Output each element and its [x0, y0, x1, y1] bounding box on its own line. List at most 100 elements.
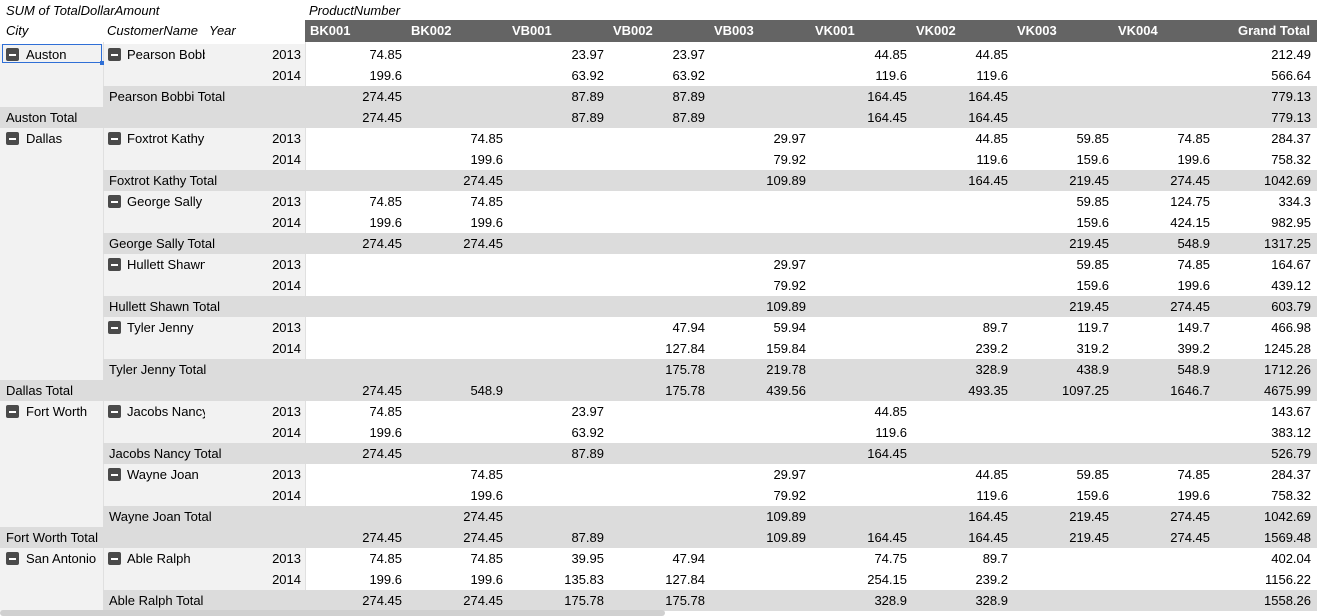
value-cell[interactable]: 175.78: [665, 593, 705, 608]
grand-total-cell[interactable]: 982.95: [1271, 215, 1311, 230]
value-cell[interactable]: 47.94: [672, 551, 705, 566]
value-cell[interactable]: 438.9: [1076, 362, 1109, 377]
value-cell[interactable]: 164.45: [867, 89, 907, 104]
value-cell[interactable]: 274.45: [362, 446, 402, 461]
value-cell[interactable]: 135.83: [564, 572, 604, 587]
grand-total-cell[interactable]: 402.04: [1271, 551, 1311, 566]
value-cell[interactable]: 87.89: [571, 446, 604, 461]
city-label[interactable]: Dallas: [26, 131, 63, 146]
value-cell[interactable]: 399.2: [1177, 341, 1210, 356]
value-cell[interactable]: 199.6: [470, 215, 503, 230]
value-cell[interactable]: 1097.25: [1062, 383, 1109, 398]
value-cell[interactable]: 219.45: [1069, 173, 1109, 188]
value-cell[interactable]: 274.45: [362, 110, 402, 125]
customer-label[interactable]: Pearson Bobbi: [127, 47, 205, 62]
value-cell[interactable]: 159.6: [1076, 152, 1109, 167]
value-cell[interactable]: 274.45: [1170, 509, 1210, 524]
value-cell[interactable]: 274.45: [1170, 530, 1210, 545]
year-label[interactable]: 2014: [272, 572, 301, 587]
value-cell[interactable]: 79.92: [773, 278, 806, 293]
year-label[interactable]: 2013: [272, 194, 301, 209]
value-cell[interactable]: 119.7: [1077, 320, 1109, 335]
value-cell[interactable]: 439.56: [766, 383, 806, 398]
collapse-icon[interactable]: [108, 48, 121, 61]
customer-total-label[interactable]: Hullett Shawn Total: [109, 299, 221, 314]
value-cell[interactable]: 175.78: [564, 593, 604, 608]
value-cell[interactable]: 199.6: [369, 425, 402, 440]
customer-total-label[interactable]: Wayne Joan Total: [109, 509, 212, 524]
grand-total-cell[interactable]: 758.32: [1271, 152, 1311, 167]
collapse-icon[interactable]: [108, 195, 121, 208]
value-cell[interactable]: 23.97: [571, 47, 604, 62]
grand-total-cell[interactable]: 212.49: [1271, 47, 1311, 62]
column-header-vb002[interactable]: VB002: [613, 23, 653, 38]
value-cell[interactable]: 44.85: [975, 131, 1008, 146]
value-cell[interactable]: 164.45: [968, 110, 1008, 125]
measure-field-label[interactable]: SUM of TotalDollarAmount: [6, 3, 160, 18]
grand-total-cell[interactable]: 284.37: [1271, 131, 1311, 146]
grand-total-cell[interactable]: 4675.99: [1264, 383, 1311, 398]
column-header-vb001[interactable]: VB001: [512, 23, 552, 38]
value-cell[interactable]: 274.45: [463, 593, 503, 608]
value-cell[interactable]: 199.6: [470, 488, 503, 503]
value-cell[interactable]: 164.45: [968, 89, 1008, 104]
grand-total-cell[interactable]: 164.67: [1271, 257, 1311, 272]
column-header-grand-total[interactable]: Grand Total: [1238, 23, 1310, 38]
collapse-icon[interactable]: [108, 321, 121, 334]
value-cell[interactable]: 199.6: [1177, 278, 1210, 293]
value-cell[interactable]: 254.15: [867, 572, 907, 587]
value-cell[interactable]: 59.85: [1076, 194, 1109, 209]
value-cell[interactable]: 109.89: [766, 530, 806, 545]
value-cell[interactable]: 274.45: [463, 236, 503, 251]
customer-total-label[interactable]: George Sally Total: [109, 236, 215, 251]
customer-label[interactable]: Tyler Jenny: [127, 320, 194, 335]
value-cell[interactable]: 164.45: [968, 530, 1008, 545]
grand-total-cell[interactable]: 439.12: [1271, 278, 1311, 293]
value-cell[interactable]: 159.6: [1076, 215, 1109, 230]
value-cell[interactable]: 175.78: [665, 383, 705, 398]
year-label[interactable]: 2013: [272, 257, 301, 272]
value-cell[interactable]: 74.85: [470, 467, 503, 482]
value-cell[interactable]: 328.9: [975, 593, 1008, 608]
value-cell[interactable]: 44.85: [975, 47, 1008, 62]
customer-total-label[interactable]: Tyler Jenny Total: [109, 362, 207, 377]
value-cell[interactable]: 109.89: [766, 299, 806, 314]
city-total-label[interactable]: Auston Total: [6, 110, 78, 125]
collapse-icon[interactable]: [108, 258, 121, 271]
grand-total-cell[interactable]: 779.13: [1271, 89, 1311, 104]
value-cell[interactable]: 219.45: [1069, 299, 1109, 314]
year-label[interactable]: 2014: [272, 488, 301, 503]
value-cell[interactable]: 74.85: [369, 194, 402, 209]
grand-total-cell[interactable]: 779.13: [1271, 110, 1311, 125]
value-cell[interactable]: 74.85: [470, 551, 503, 566]
year-label[interactable]: 2014: [272, 278, 301, 293]
city-field-label[interactable]: City: [6, 23, 29, 38]
customer-total-label[interactable]: Able Ralph Total: [109, 593, 204, 608]
value-cell[interactable]: 274.45: [1170, 173, 1210, 188]
value-cell[interactable]: 199.6: [369, 572, 402, 587]
city-total-label[interactable]: Fort Worth Total: [6, 530, 98, 545]
column-header-vk004[interactable]: VK004: [1118, 23, 1158, 38]
year-label[interactable]: 2014: [272, 152, 301, 167]
grand-total-cell[interactable]: 1042.69: [1264, 173, 1311, 188]
customer-label[interactable]: George Sally: [127, 194, 203, 209]
value-cell[interactable]: 59.94: [773, 320, 806, 335]
value-cell[interactable]: 23.97: [672, 47, 705, 62]
value-cell[interactable]: 119.6: [875, 68, 907, 83]
value-cell[interactable]: 239.2: [975, 341, 1008, 356]
value-cell[interactable]: 79.92: [773, 488, 806, 503]
value-cell[interactable]: 23.97: [571, 404, 604, 419]
year-label[interactable]: 2014: [272, 68, 301, 83]
value-cell[interactable]: 127.84: [665, 572, 705, 587]
city-label[interactable]: Fort Worth: [26, 404, 88, 419]
year-label[interactable]: 2013: [272, 320, 301, 335]
value-cell[interactable]: 493.35: [968, 383, 1008, 398]
grand-total-cell[interactable]: 1156.22: [1264, 572, 1311, 587]
value-cell[interactable]: 164.45: [867, 530, 907, 545]
value-cell[interactable]: 274.45: [362, 236, 402, 251]
value-cell[interactable]: 74.85: [369, 551, 402, 566]
year-label[interactable]: 2013: [272, 467, 301, 482]
value-cell[interactable]: 328.9: [874, 593, 907, 608]
value-cell[interactable]: 199.6: [470, 152, 503, 167]
grand-total-cell[interactable]: 1245.28: [1264, 341, 1311, 356]
